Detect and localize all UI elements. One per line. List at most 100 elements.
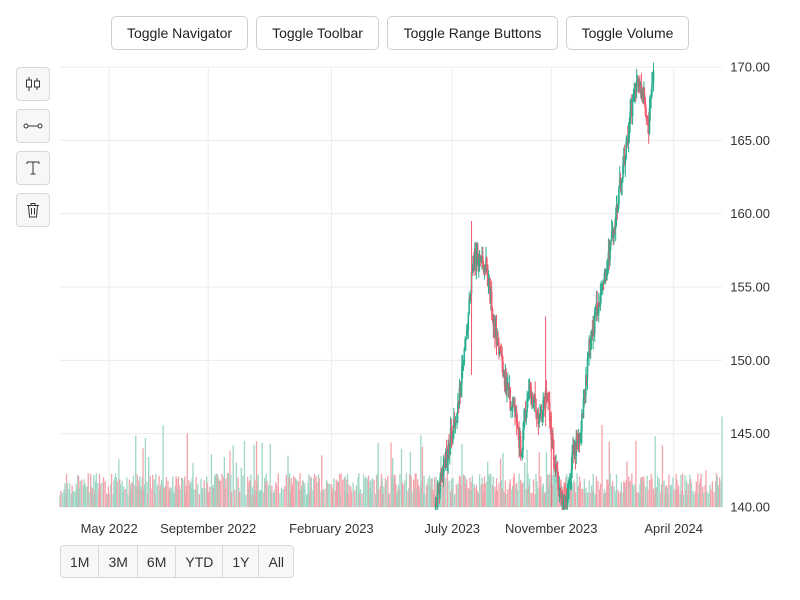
candle-body (469, 299, 471, 301)
volume-bar (512, 476, 515, 507)
volume-bar (414, 473, 416, 507)
volume-bar (155, 473, 157, 507)
volume-bar (481, 477, 483, 507)
range-button-ytd[interactable]: YTD (176, 546, 224, 577)
candle-body (594, 309, 597, 312)
volume-bar (70, 493, 72, 507)
volume-bar (653, 493, 656, 507)
volume-bar (294, 477, 296, 507)
candle-body (537, 413, 540, 425)
volume-bar (227, 473, 230, 507)
volume-bar (337, 481, 339, 507)
candle-body (589, 339, 592, 348)
text-tool-button[interactable] (16, 151, 50, 185)
candle-body (457, 402, 460, 406)
volume-bar (404, 480, 406, 507)
volume-bar (431, 478, 433, 507)
volume-bar (172, 491, 175, 507)
volume-bar (121, 480, 123, 507)
range-button-3m[interactable]: 3M (99, 546, 138, 577)
volume-bar (263, 477, 266, 507)
volume-bar (65, 474, 68, 507)
volume-bar (321, 455, 323, 507)
candle-body (567, 487, 569, 493)
volume-bar (441, 484, 444, 507)
candle-body (511, 407, 513, 409)
volume-bar (114, 477, 116, 507)
range-button-1y[interactable]: 1Y (223, 546, 260, 577)
candle-body (461, 365, 463, 385)
candle-body (479, 255, 482, 259)
volume-bar (527, 473, 529, 507)
candle-body (492, 318, 495, 326)
volume-bar (405, 473, 408, 507)
volume-bar (306, 493, 308, 507)
candle-body (610, 241, 612, 246)
candle-body (548, 402, 551, 421)
volume-bar (336, 482, 338, 507)
candlestick-tool-button[interactable] (16, 67, 50, 101)
volume-bar (309, 476, 312, 507)
volume-bar (75, 483, 77, 507)
volume-bar (581, 488, 583, 507)
volume-bar (670, 484, 672, 507)
candle-body (515, 411, 517, 417)
volume-bar (338, 481, 340, 507)
volume-bar (458, 475, 461, 507)
volume-bar (433, 477, 436, 507)
range-button-1m[interactable]: 1M (61, 546, 100, 577)
volume-bar (410, 475, 412, 507)
candle-body (637, 79, 640, 87)
delete-tool-button[interactable] (16, 193, 50, 227)
volume-bar (113, 480, 115, 507)
candle-body (642, 88, 644, 103)
volume-bar (290, 478, 292, 507)
volume-bar (541, 486, 544, 507)
candle-body (466, 329, 469, 331)
volume-bar (607, 484, 610, 507)
volume-bar (716, 475, 718, 507)
volume-bar (92, 494, 94, 507)
toggle-toolbar-button[interactable]: Toggle Toolbar (256, 16, 379, 50)
candle-body (442, 464, 445, 477)
volume-bar (503, 491, 505, 507)
candle-body (577, 434, 580, 446)
volume-bar (256, 483, 259, 507)
volume-bar (371, 478, 374, 507)
candle-body (619, 178, 622, 186)
volume-bar (141, 477, 143, 507)
volume-bar (615, 474, 618, 507)
candle-body (527, 394, 529, 399)
volume-bar (174, 486, 176, 507)
volume-bar (601, 424, 603, 507)
volume-bar (289, 492, 292, 507)
volume-bar (361, 493, 363, 507)
toggle-range-buttons-button[interactable]: Toggle Range Buttons (387, 16, 558, 50)
volume-bar (329, 484, 331, 507)
volume-bar (335, 479, 337, 507)
volume-bar (384, 477, 387, 507)
candle-body (647, 120, 649, 126)
range-button-6m[interactable]: 6M (137, 546, 177, 577)
candle-body (510, 408, 512, 410)
volume-bar (591, 490, 594, 507)
volume-bar (214, 474, 216, 507)
toggle-volume-button[interactable]: Toggle Volume (566, 16, 689, 50)
volume-bar (59, 494, 61, 507)
volume-bar (208, 491, 210, 507)
toggle-navigator-button[interactable]: Toggle Navigator (111, 16, 248, 50)
line-tool-button[interactable] (16, 109, 50, 143)
volume-bar (583, 479, 585, 507)
volume-bar (622, 492, 624, 507)
volume-bar (350, 491, 353, 507)
candle-body (573, 445, 576, 454)
volume-bar (370, 480, 372, 507)
volume-bar (611, 480, 614, 507)
candle-body (494, 327, 497, 336)
candle-body (636, 79, 639, 81)
volume-bar (258, 492, 260, 507)
volume-bar (416, 479, 419, 507)
volume-bar (383, 486, 385, 507)
range-button-all[interactable]: All (259, 546, 294, 577)
